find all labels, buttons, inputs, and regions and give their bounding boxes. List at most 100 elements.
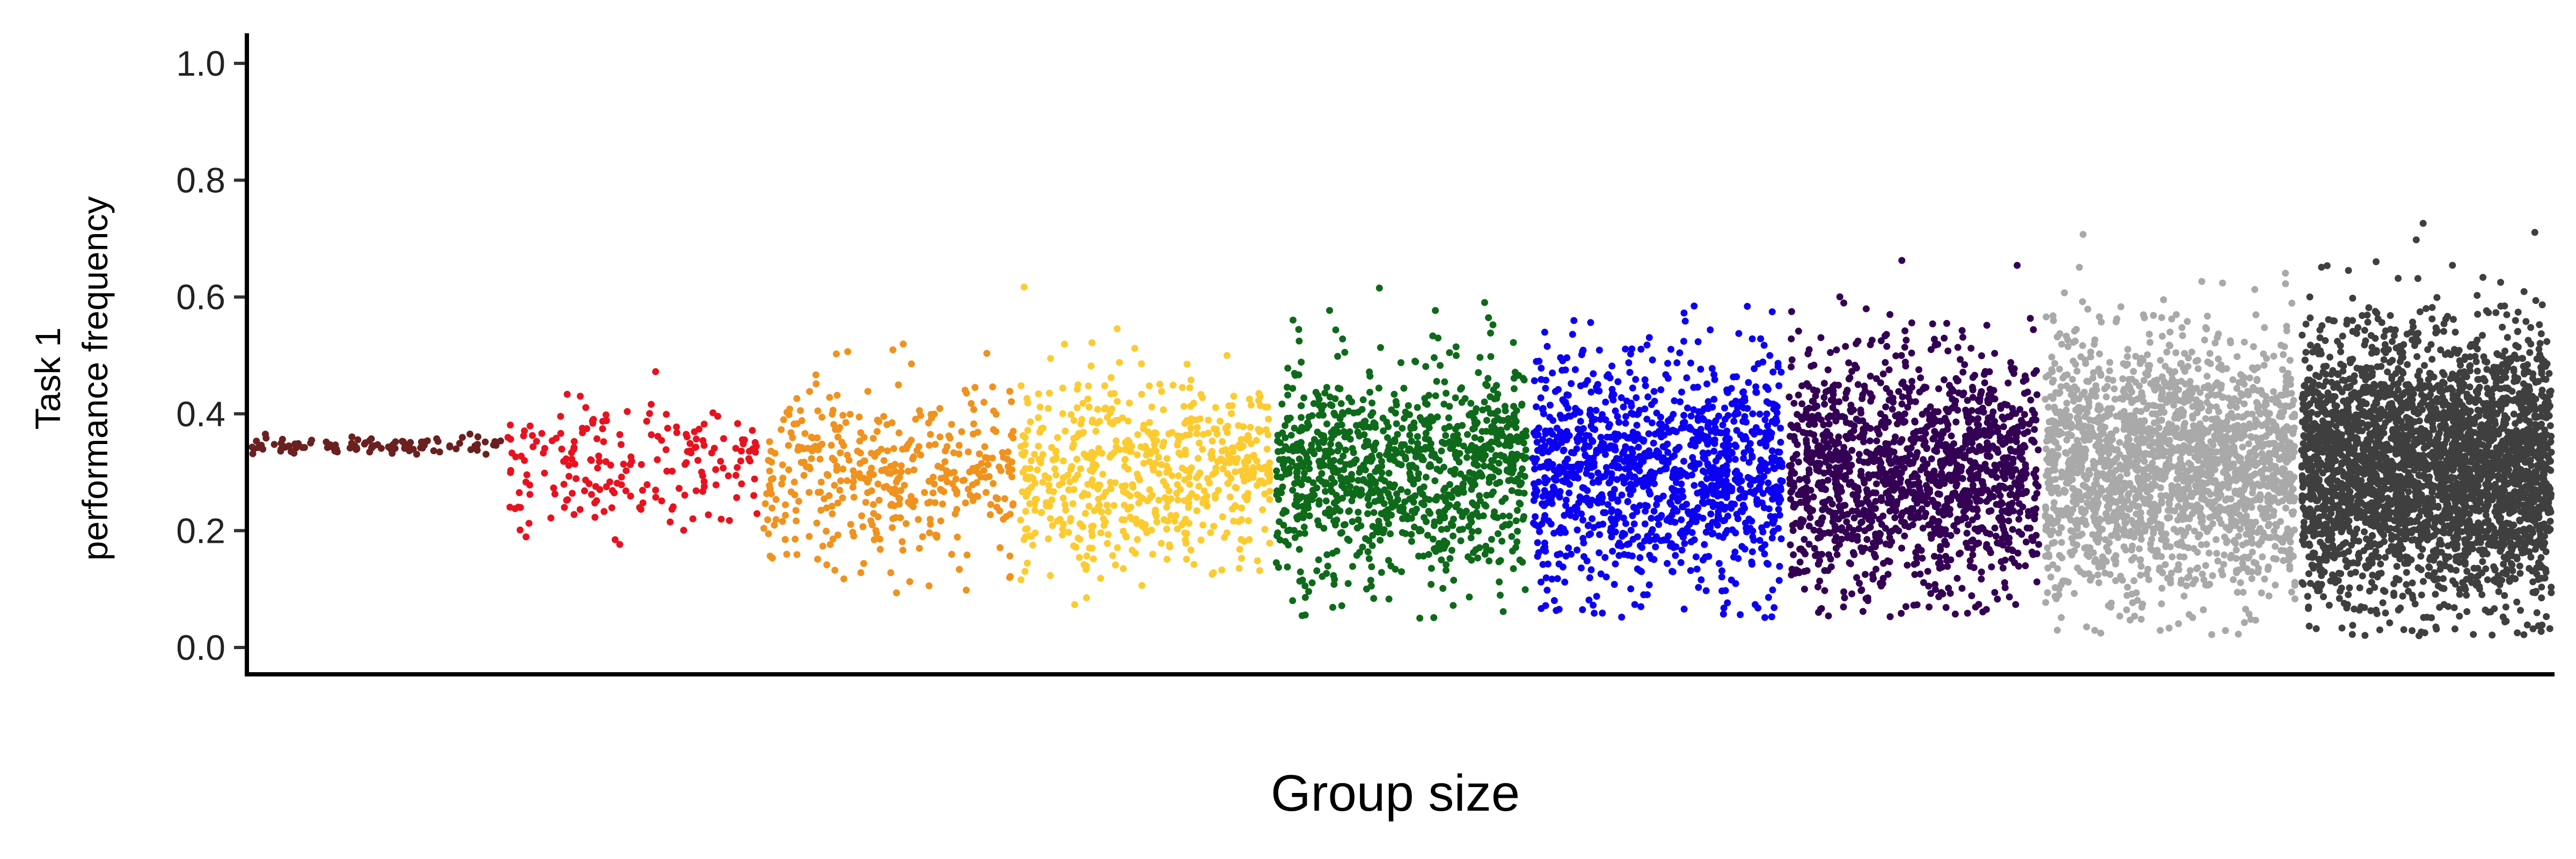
data-point [1806, 514, 1814, 521]
data-point [1612, 560, 1619, 567]
data-point [1916, 388, 1923, 396]
data-point [996, 544, 1004, 551]
data-point [1648, 529, 1655, 536]
data-point [1902, 603, 1909, 610]
data-point [1455, 458, 1463, 466]
data-point [1349, 445, 1356, 452]
data-point [1982, 606, 1990, 613]
data-point [1766, 399, 1773, 407]
data-point [1368, 542, 1376, 549]
data-point [1187, 425, 1195, 432]
data-point [791, 420, 797, 428]
data-point [824, 472, 832, 479]
data-point [1618, 542, 1625, 550]
data-point [1266, 496, 1274, 503]
data-point [1865, 474, 1872, 482]
data-point [970, 420, 977, 427]
data-point [1133, 451, 1141, 458]
data-point [1550, 467, 1558, 474]
data-point [1223, 529, 1231, 536]
data-point [1539, 406, 1546, 413]
data-point [1707, 326, 1714, 333]
data-point [1569, 331, 1576, 338]
data-point [1046, 572, 1054, 579]
data-point [1531, 377, 1538, 384]
data-point [1483, 427, 1490, 435]
data-point [1341, 348, 1349, 356]
data-point [1648, 401, 1655, 409]
data-point [1534, 539, 1541, 547]
data-point [1814, 412, 1822, 419]
data-point [836, 424, 844, 431]
data-point [1256, 567, 1263, 574]
data-point [1183, 360, 1191, 368]
data-point [1777, 496, 1784, 503]
data-point [648, 431, 655, 439]
data-point [1904, 562, 1911, 569]
data-point [1739, 389, 1746, 396]
data-point [1946, 511, 1953, 518]
data-point [1475, 369, 1482, 376]
data-point [1604, 501, 1612, 508]
data-point [941, 458, 949, 465]
data-point [1804, 444, 1811, 452]
data-point [1977, 497, 1984, 505]
data-point [1930, 415, 1938, 423]
data-point [1959, 333, 1966, 341]
data-point [1958, 585, 1966, 592]
data-point [557, 413, 565, 420]
data-point [1646, 490, 1654, 498]
data-point [1908, 473, 1916, 481]
data-point [1301, 612, 1309, 618]
data-point [1799, 548, 1807, 555]
data-point [1532, 492, 1540, 500]
data-point [1266, 459, 1274, 467]
data-point [1294, 515, 1301, 523]
data-point [1393, 490, 1401, 498]
data-point [1730, 418, 1738, 425]
data-point [1816, 577, 1824, 585]
data-point [1877, 580, 1884, 587]
data-point [1110, 502, 1118, 509]
data-point [1284, 391, 1292, 399]
data-point [1366, 373, 1374, 380]
data-point [2015, 500, 2023, 507]
data-point [1214, 486, 1222, 494]
data-point [1144, 446, 1151, 454]
data-point [738, 480, 745, 487]
data-point [1678, 388, 1685, 396]
data-point [1416, 526, 1424, 533]
data-point [2026, 315, 2034, 322]
data-point [1678, 480, 1685, 487]
data-point [1341, 521, 1349, 528]
data-point [745, 448, 753, 455]
data-point [1997, 517, 2004, 525]
data-point [1238, 436, 1245, 443]
data-point [599, 418, 606, 425]
data-point [962, 586, 970, 594]
data-point [1443, 525, 1451, 533]
data-point [837, 449, 844, 456]
data-point [1550, 529, 1558, 537]
data-point [1212, 494, 1219, 502]
data-point [1563, 478, 1571, 486]
data-point [1467, 445, 1474, 452]
data-point [620, 461, 627, 468]
data-point [2015, 528, 2023, 536]
data-point [936, 405, 943, 412]
data-point [963, 551, 971, 559]
data-point [1942, 604, 1950, 611]
data-point [652, 493, 660, 501]
data-point [1868, 510, 1875, 518]
data-point [766, 467, 773, 475]
data-point [1487, 353, 1495, 360]
data-point [1816, 527, 1823, 535]
data-point [945, 432, 953, 440]
data-point [1853, 340, 1860, 347]
data-point [1833, 551, 1841, 558]
data-point [1930, 336, 1938, 343]
data-point [1860, 433, 1867, 441]
data-point [1611, 581, 1618, 588]
data-point [1788, 335, 1795, 343]
data-point [1537, 578, 1545, 586]
